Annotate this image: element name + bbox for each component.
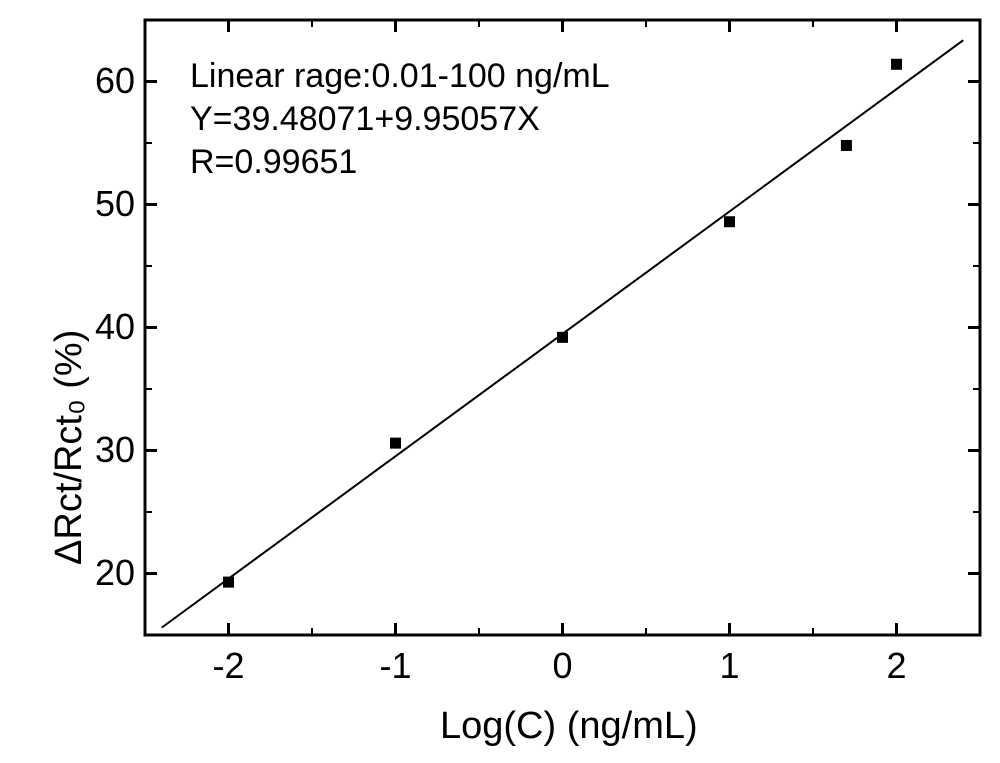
annotation-line-2: Y=39.48071+9.95057X — [190, 98, 610, 141]
chart-container: 2030405060 -2-1012 ΔRct/Rct₀ (%) Log(C) … — [0, 0, 1000, 763]
x-tick-label: 0 — [523, 645, 603, 687]
x-tick-label: 1 — [690, 645, 770, 687]
y-axis-label: ΔRct/Rct₀ (%) — [48, 330, 91, 565]
annotation-block: Linear rage:0.01-100 ng/mL Y=39.48071+9.… — [190, 55, 610, 184]
y-tick-label: 60 — [70, 60, 135, 102]
x-tick-label: -1 — [356, 645, 436, 687]
x-tick-label: 2 — [857, 645, 937, 687]
x-axis-label: Log(C) (ng/mL) — [440, 705, 698, 748]
annotation-line-3: R=0.99651 — [190, 141, 610, 184]
y-tick-label: 50 — [70, 183, 135, 225]
annotation-line-1: Linear rage:0.01-100 ng/mL — [190, 55, 610, 98]
x-tick-label: -2 — [189, 645, 269, 687]
